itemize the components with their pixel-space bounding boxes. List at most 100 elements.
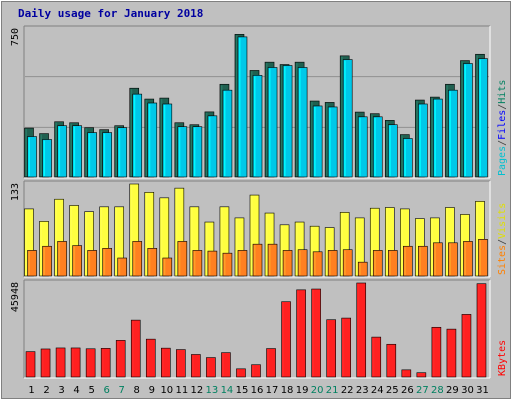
bar-kbytes-day-19 [296, 289, 306, 378]
bar-files-day-19 [297, 67, 308, 178]
bar-highlight [404, 139, 406, 176]
bar-highlight [389, 251, 391, 275]
x-tick-label-23: 23 [356, 385, 369, 396]
x-tick-label-10: 10 [160, 385, 173, 396]
bar-highlight [192, 355, 194, 376]
bar-kbytes-day-17 [266, 348, 276, 378]
bar-files-day-9 [147, 102, 158, 178]
bar-kbytes-day-5 [85, 348, 96, 378]
bar-highlight [402, 370, 405, 376]
bar-highlight [476, 202, 478, 275]
bar-sites-day-15 [237, 250, 248, 277]
bar-files-day-6 [102, 132, 112, 178]
bar-highlight [434, 100, 436, 176]
bar-files-day-22 [342, 59, 353, 178]
bar-highlight [177, 350, 179, 376]
bar-highlight [190, 125, 193, 176]
bar-highlight [449, 243, 451, 275]
bar-highlight [193, 127, 196, 176]
bar-highlight [100, 207, 103, 275]
bar-highlight [374, 117, 376, 176]
bar-sites-day-6 [102, 248, 112, 277]
bar-kbytes-day-8 [130, 319, 141, 378]
bar-highlight [416, 101, 418, 176]
bar-highlight [371, 114, 373, 176]
x-tick-label-31: 31 [476, 385, 489, 396]
bar-kbytes-day-1 [25, 351, 36, 378]
bar-highlight [205, 223, 208, 275]
bar-highlight [327, 320, 330, 376]
x-tick-label-7: 7 [119, 385, 125, 396]
bar-files-day-29 [448, 89, 458, 178]
bar-highlight [118, 128, 121, 176]
bar-highlight [130, 185, 133, 275]
bar-kbytes-day-30 [461, 314, 472, 378]
bar-kbytes-day-26 [401, 369, 412, 378]
bar-kbytes-day-23 [356, 282, 367, 378]
bar-sites-day-18 [282, 250, 293, 277]
bar-sites-day-2 [42, 245, 52, 277]
bar-files-day-7 [117, 127, 128, 178]
bar-highlight [148, 249, 151, 275]
bar-highlight [235, 218, 238, 275]
x-tick-label-19: 19 [296, 385, 309, 396]
bar-highlight [401, 209, 403, 275]
bar-highlight [419, 247, 421, 275]
bar-highlight [269, 68, 271, 176]
bar-highlight [220, 207, 223, 275]
legend-entry: Visits [497, 203, 508, 239]
bar-highlight [266, 214, 268, 275]
bar-kbytes-day-13 [206, 357, 216, 378]
bar-highlight [238, 37, 241, 176]
bar-highlight [208, 252, 211, 275]
bar-kbytes-day-4 [70, 347, 81, 378]
x-tick-label-12: 12 [191, 385, 204, 396]
bar-highlight [329, 251, 331, 275]
bar-kbytes-day-11 [176, 349, 186, 378]
bar-kbytes-day-31 [476, 283, 487, 378]
bar-highlight [70, 206, 73, 275]
bar-highlight [447, 330, 450, 376]
bar-kbytes-day-3 [55, 347, 66, 378]
bar-highlight [311, 102, 313, 176]
x-tick-label-13: 13 [206, 385, 219, 396]
bar-kbytes-day-22 [341, 317, 351, 378]
bar-highlight [115, 126, 118, 176]
bar-sites-day-8 [132, 241, 143, 277]
x-tick-label-11: 11 [175, 385, 188, 396]
bar-sites-day-20 [312, 251, 323, 277]
bar-kbytes-day-9 [145, 338, 156, 378]
bar-sites-day-13 [207, 250, 218, 277]
bar-highlight [312, 290, 315, 376]
bar-kbytes-day-14 [221, 352, 231, 378]
bar-files-day-15 [237, 36, 248, 178]
bar-highlight [372, 338, 375, 376]
x-tick-label-4: 4 [73, 385, 79, 396]
bar-highlight [254, 245, 256, 275]
bar-highlight [464, 242, 466, 275]
chart-title: Daily usage for January 2018 [18, 7, 204, 20]
bar-files-day-31 [478, 58, 488, 178]
bar-sites-day-10 [162, 257, 173, 277]
bar-highlight [160, 99, 163, 176]
bar-highlight [55, 122, 58, 176]
bar-files-day-16 [252, 75, 263, 178]
bar-highlight [193, 251, 196, 275]
x-tick-label-3: 3 [58, 385, 64, 396]
bar-highlight [25, 209, 28, 275]
bar-kbytes-day-28 [431, 326, 442, 378]
bar-highlight [163, 104, 166, 176]
bar-highlight [284, 66, 286, 176]
x-tick-label-26: 26 [401, 385, 414, 396]
bar-highlight [222, 353, 224, 376]
bar-highlight [88, 133, 91, 176]
x-tick-label-6: 6 [103, 385, 109, 396]
bar-highlight [446, 85, 448, 176]
bar-highlight [175, 123, 178, 176]
bar-highlight [223, 254, 226, 275]
bar-sites-day-21 [327, 250, 338, 277]
bar-highlight [42, 349, 44, 376]
bar-highlight [299, 250, 301, 275]
x-tick-label-2: 2 [43, 385, 49, 396]
